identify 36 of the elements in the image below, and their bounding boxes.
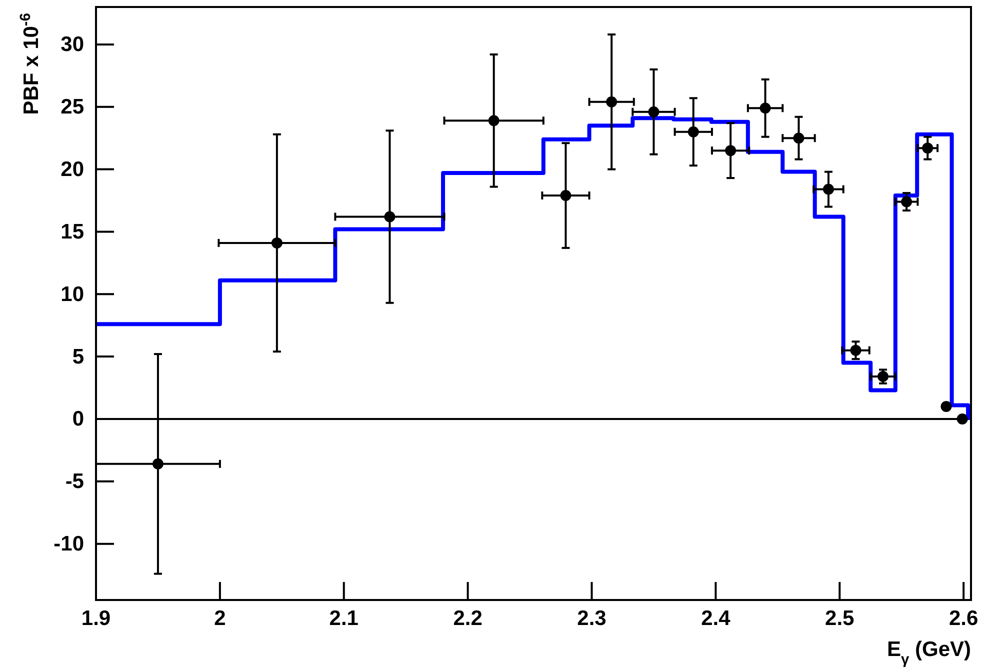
x-tick-label: 1.9 <box>81 606 111 630</box>
point <box>152 458 164 470</box>
x-tick-label: 2.1 <box>329 606 359 630</box>
point <box>793 132 804 144</box>
point <box>488 115 500 126</box>
point <box>760 102 771 114</box>
x-axis-title: E$_{γ}$ (GeV) <box>886 638 971 668</box>
point <box>606 96 618 108</box>
y-tick-label: 25 <box>60 96 84 119</box>
y-tick-label: 0 <box>72 408 84 431</box>
x-tick-label: 2.3 <box>577 606 606 630</box>
point <box>648 106 660 118</box>
y-tick-label: -5 <box>65 470 84 494</box>
x-tick-label: 2.2 <box>453 606 482 630</box>
x-tick-label: 2.4 <box>701 606 731 630</box>
y-tick-label: -10 <box>54 532 84 556</box>
point <box>688 126 699 138</box>
y-tick-label: 15 <box>60 220 84 244</box>
x-tick-label: 2.6 <box>948 606 978 630</box>
point <box>822 184 834 195</box>
point <box>725 145 736 156</box>
y-tick-label: 5 <box>72 345 84 368</box>
point <box>922 142 934 154</box>
y-tick-label: 10 <box>60 282 84 306</box>
point <box>850 344 862 356</box>
y-tick-label: 30 <box>60 33 84 56</box>
point <box>271 237 282 248</box>
point <box>560 190 572 202</box>
x-tick-label: 2.5 <box>825 606 855 630</box>
point <box>878 371 889 382</box>
point <box>940 400 952 412</box>
point <box>956 413 968 424</box>
x-tick-label: 2 <box>214 606 226 630</box>
point <box>384 211 396 222</box>
y-tick-label: 20 <box>60 158 84 182</box>
point <box>901 196 912 208</box>
